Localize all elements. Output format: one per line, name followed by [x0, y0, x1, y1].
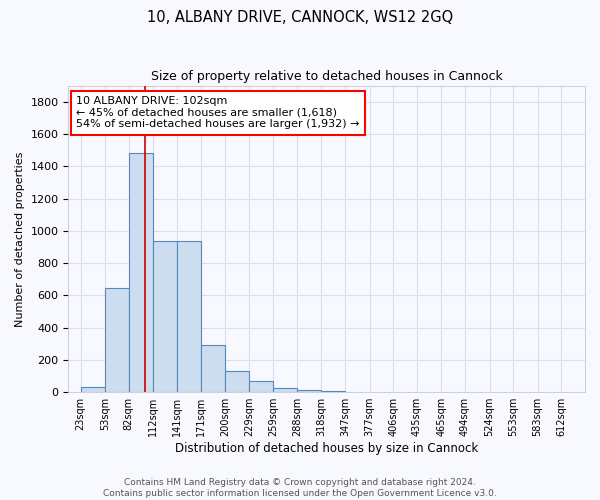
- Bar: [105, 288, 129, 392]
- Bar: [297, 390, 322, 392]
- Y-axis label: Number of detached properties: Number of detached properties: [15, 151, 25, 326]
- Bar: [273, 388, 297, 392]
- Title: Size of property relative to detached houses in Cannock: Size of property relative to detached ho…: [151, 70, 503, 83]
- Bar: [129, 154, 153, 392]
- Bar: [80, 386, 105, 392]
- Bar: [225, 371, 249, 392]
- Bar: [177, 242, 202, 392]
- Bar: [249, 381, 273, 392]
- Text: 10 ALBANY DRIVE: 102sqm
← 45% of detached houses are smaller (1,618)
54% of semi: 10 ALBANY DRIVE: 102sqm ← 45% of detache…: [76, 96, 359, 130]
- X-axis label: Distribution of detached houses by size in Cannock: Distribution of detached houses by size …: [175, 442, 478, 455]
- Bar: [202, 346, 225, 392]
- Text: Contains HM Land Registry data © Crown copyright and database right 2024.
Contai: Contains HM Land Registry data © Crown c…: [103, 478, 497, 498]
- Text: 10, ALBANY DRIVE, CANNOCK, WS12 2GQ: 10, ALBANY DRIVE, CANNOCK, WS12 2GQ: [147, 10, 453, 25]
- Bar: [322, 390, 345, 392]
- Bar: [153, 242, 177, 392]
